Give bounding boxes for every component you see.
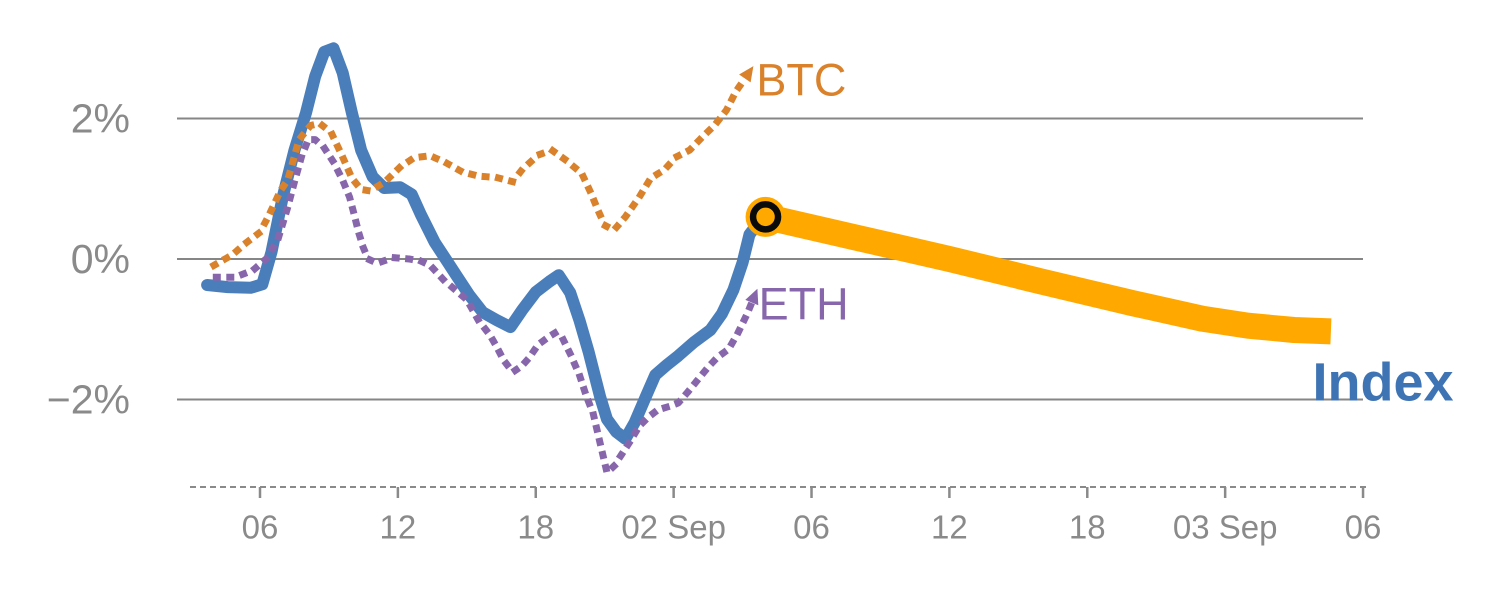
series-label-eth: ETH xyxy=(759,278,849,329)
x-axis-label: 18 xyxy=(517,509,554,546)
x-axis-label: 18 xyxy=(1069,509,1106,546)
y-axis-label: −2% xyxy=(47,377,130,423)
series-eth-arrow xyxy=(745,288,759,306)
series-line-index xyxy=(201,42,772,445)
series-label-index: Index xyxy=(1312,353,1453,413)
series-line-index-forecast xyxy=(762,204,1332,345)
x-axis-label: 12 xyxy=(380,509,417,546)
series-btc-arrow xyxy=(739,66,754,83)
series-label-btc: BTC xyxy=(756,54,846,105)
x-axis-label: 06 xyxy=(1345,509,1382,546)
x-axis-label: 02 Sep xyxy=(621,509,726,546)
y-axis-label: 2% xyxy=(71,96,130,142)
series-line-btc xyxy=(209,73,750,271)
x-axis-label: 06 xyxy=(793,509,830,546)
y-axis-label: 0% xyxy=(71,236,130,282)
x-axis-label: 03 Sep xyxy=(1173,509,1278,546)
x-axis-label: 06 xyxy=(242,509,279,546)
series-line-eth xyxy=(212,136,757,477)
forecast-start-marker-ring xyxy=(749,201,782,233)
x-axis-label: 12 xyxy=(931,509,968,546)
